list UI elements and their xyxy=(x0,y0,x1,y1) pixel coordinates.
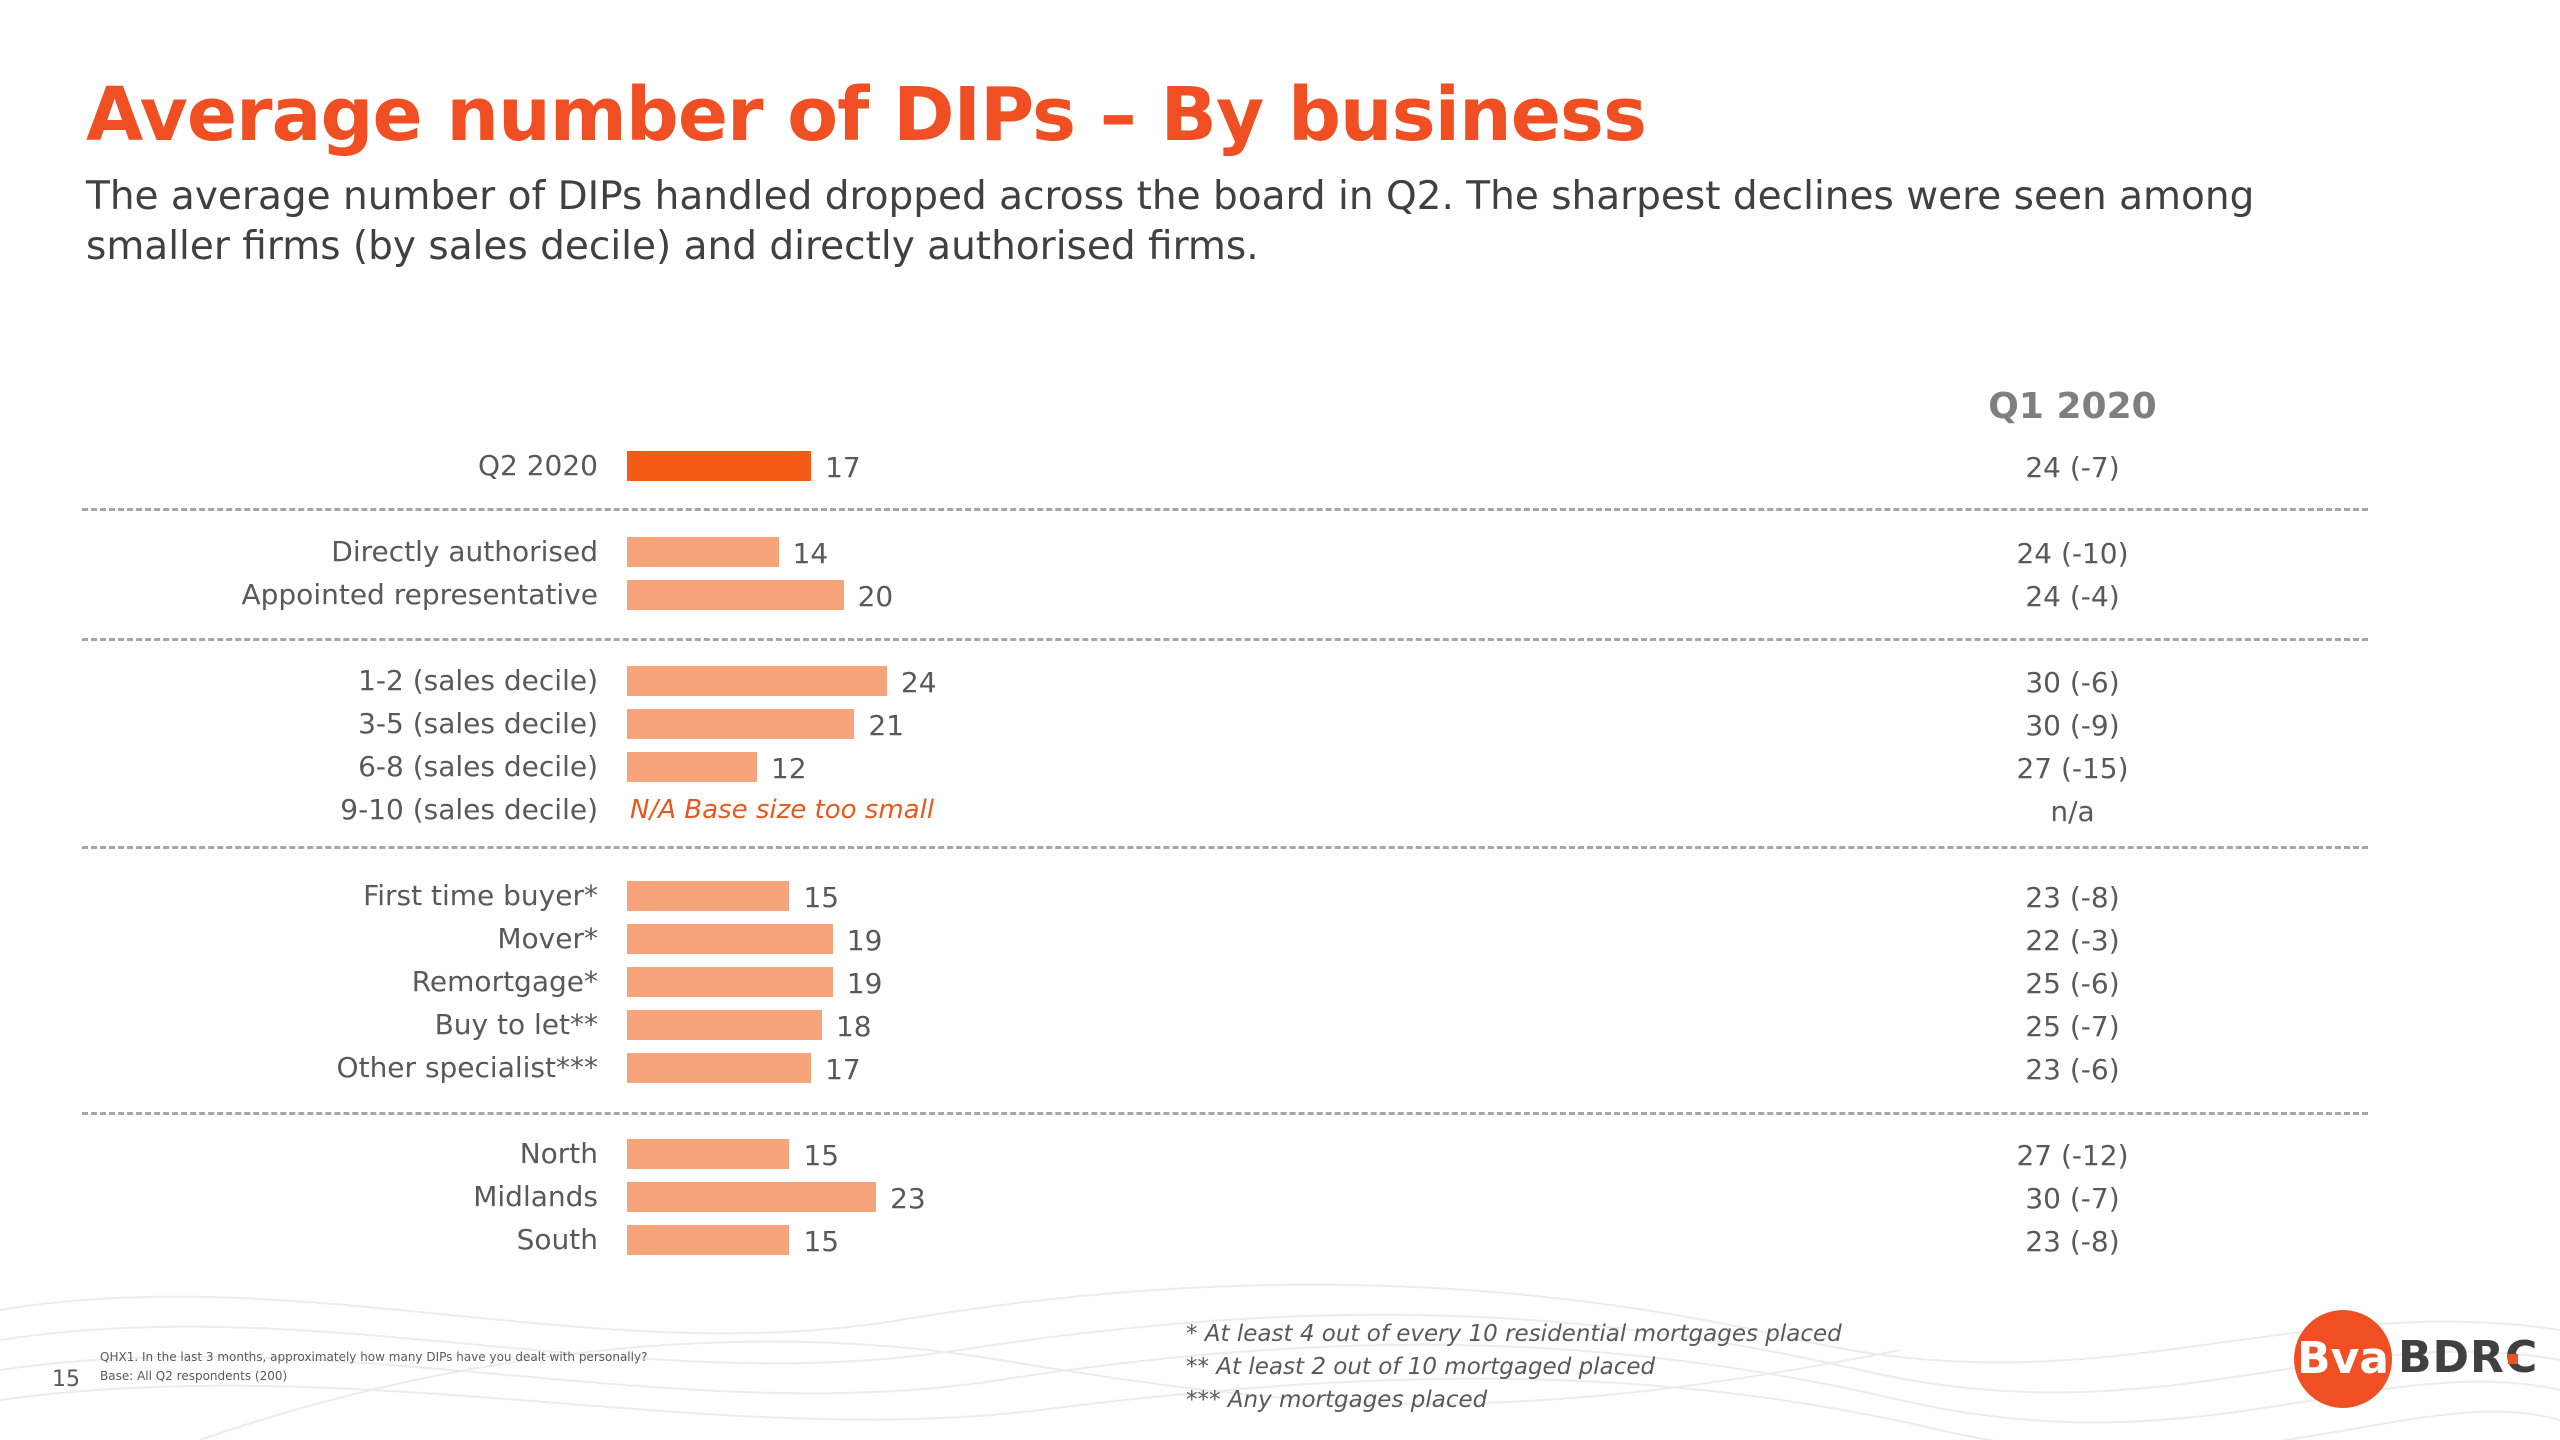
q1-2020-column-header: Q1 2020 xyxy=(1988,386,2157,427)
logo-mark: Bva xyxy=(2294,1310,2392,1408)
data-label: 15 xyxy=(803,1225,840,1258)
na-note: N/A Base size too small xyxy=(630,795,935,825)
bar xyxy=(627,537,779,567)
data-label: 21 xyxy=(868,709,905,742)
data-label: 19 xyxy=(846,924,883,957)
bva-bdrc-logo: Bva BDRC xyxy=(2294,1310,2537,1408)
data-label: 17 xyxy=(825,1053,861,1086)
q1-2020-value: 22 (-3) xyxy=(2025,924,2120,957)
group-divider xyxy=(82,638,2368,641)
footnote: * At least 4 out of every 10 residential… xyxy=(1186,1321,1842,1347)
q1-2020-value: 30 (-6) xyxy=(2025,666,2120,699)
data-label: 15 xyxy=(803,1139,840,1172)
page-subtitle: The average number of DIPs handled dropp… xyxy=(86,174,2255,269)
q1-2020-value: 27 (-15) xyxy=(2016,752,2129,785)
bar xyxy=(627,1225,790,1255)
category-label: Appointed representative xyxy=(241,578,598,611)
group-divider xyxy=(82,1112,2368,1115)
q1-2020-value: 30 (-9) xyxy=(2025,709,2120,742)
category-label: 1-2 (sales decile) xyxy=(358,664,598,697)
q1-2020-value: 24 (-10) xyxy=(2016,537,2129,570)
group-divider xyxy=(82,846,2368,849)
q1-2020-value: 25 (-7) xyxy=(2025,1010,2120,1043)
bar xyxy=(627,881,790,911)
bar xyxy=(627,1010,822,1040)
source-base: Base: All Q2 respondents (200) xyxy=(100,1369,288,1383)
data-label: 19 xyxy=(846,967,883,1000)
bar xyxy=(627,451,812,481)
category-label: 9-10 (sales decile) xyxy=(340,793,598,826)
data-label: 20 xyxy=(857,580,894,613)
bar xyxy=(627,924,833,954)
q1-2020-value: 23 (-6) xyxy=(2025,1053,2120,1086)
bar xyxy=(627,666,887,696)
category-label: South xyxy=(516,1223,598,1256)
category-label: Buy to let** xyxy=(434,1008,598,1041)
bar xyxy=(627,1139,790,1169)
bar xyxy=(627,709,855,739)
data-label: 12 xyxy=(770,752,807,785)
category-label: Midlands xyxy=(473,1180,598,1213)
data-label: 17 xyxy=(825,451,861,484)
category-label: Mover* xyxy=(497,922,598,955)
group-divider xyxy=(82,508,2368,511)
category-label: First time buyer* xyxy=(363,879,598,912)
q1-2020-value: 24 (-7) xyxy=(2025,451,2120,484)
category-label: Remortgage* xyxy=(411,965,598,998)
bar xyxy=(627,752,757,782)
source-question: QHX1. In the last 3 months, approximatel… xyxy=(100,1350,648,1364)
q1-2020-value: 24 (-4) xyxy=(2025,580,2120,613)
logo-dot xyxy=(2508,1354,2518,1364)
data-label: 14 xyxy=(792,537,829,570)
data-label: 24 xyxy=(900,666,937,699)
data-label: 18 xyxy=(835,1010,872,1043)
q1-2020-value: 25 (-6) xyxy=(2025,967,2120,1000)
page-number: 15 xyxy=(52,1367,80,1392)
footnotes: * At least 4 out of every 10 residential… xyxy=(1186,1318,1842,1417)
category-label: Q2 2020 xyxy=(477,449,598,482)
category-label: Directly authorised xyxy=(331,535,598,568)
data-label: 15 xyxy=(803,881,840,914)
q1-2020-value: 30 (-7) xyxy=(2025,1182,2120,1215)
source-note: QHX1. In the last 3 months, approximatel… xyxy=(100,1348,647,1386)
category-label: 3-5 (sales decile) xyxy=(358,707,598,740)
q1-2020-value: n/a xyxy=(2050,795,2095,828)
footnote: ** At least 2 out of 10 mortgaged placed xyxy=(1186,1354,1656,1380)
bar xyxy=(627,1053,812,1083)
data-label: 23 xyxy=(890,1182,926,1215)
q1-2020-value: 23 (-8) xyxy=(2025,881,2120,914)
category-label: Other specialist*** xyxy=(336,1051,598,1084)
bar xyxy=(627,580,844,610)
bar xyxy=(627,1182,877,1212)
footnote: *** Any mortgages placed xyxy=(1186,1387,1488,1413)
decorative-swirl-background xyxy=(0,1283,2560,1440)
q1-2020-value: 23 (-8) xyxy=(2025,1225,2120,1258)
bar xyxy=(627,967,833,997)
category-label: 6-8 (sales decile) xyxy=(358,750,598,783)
q1-2020-value: 27 (-12) xyxy=(2016,1139,2129,1172)
category-label: North xyxy=(519,1137,598,1170)
page-title: Average number of DIPs – By business xyxy=(86,72,1647,158)
